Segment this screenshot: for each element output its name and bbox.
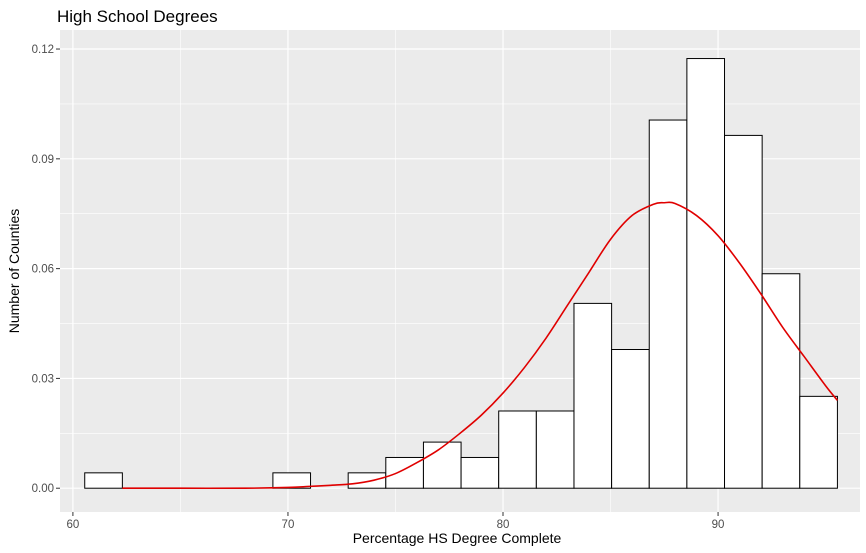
histogram-bar bbox=[272, 472, 312, 489]
density-curve bbox=[122, 201, 839, 490]
histogram-bar bbox=[611, 349, 650, 489]
histogram-bar bbox=[460, 456, 500, 489]
y-tick-label: 0.00 bbox=[32, 483, 54, 495]
x-tick-label: 70 bbox=[282, 519, 295, 531]
histogram-bar bbox=[422, 441, 462, 489]
histogram-bar bbox=[535, 410, 575, 489]
y-tick-label: 0.09 bbox=[32, 154, 54, 166]
x-tick-label: 80 bbox=[497, 519, 510, 531]
y-tick-label: 0.06 bbox=[32, 264, 54, 276]
histogram-bar bbox=[799, 395, 838, 489]
y-tick-label: 0.03 bbox=[32, 373, 54, 385]
y-tick-label: 0.12 bbox=[32, 44, 54, 56]
chart-title: High School Degrees bbox=[57, 7, 218, 26]
histogram-bar bbox=[686, 58, 726, 489]
histogram-bar bbox=[498, 410, 537, 489]
x-tick-label: 90 bbox=[712, 519, 725, 531]
x-tick-label: 60 bbox=[67, 519, 80, 531]
histogram-bar bbox=[347, 472, 387, 489]
histogram-bars bbox=[84, 58, 838, 489]
x-axis-ticks: 60 70 80 90 bbox=[67, 512, 725, 531]
histogram-bar bbox=[648, 119, 688, 489]
histogram-bar bbox=[573, 302, 613, 489]
y-axis-title: Number of Counties bbox=[6, 209, 22, 334]
y-axis-ticks: 0.00 0.03 0.06 0.09 0.12 bbox=[32, 44, 60, 495]
histogram-bar bbox=[761, 273, 801, 489]
histogram-bar bbox=[724, 134, 763, 489]
x-axis-title: Percentage HS Degree Complete bbox=[353, 530, 562, 546]
histogram-bar bbox=[84, 472, 123, 489]
